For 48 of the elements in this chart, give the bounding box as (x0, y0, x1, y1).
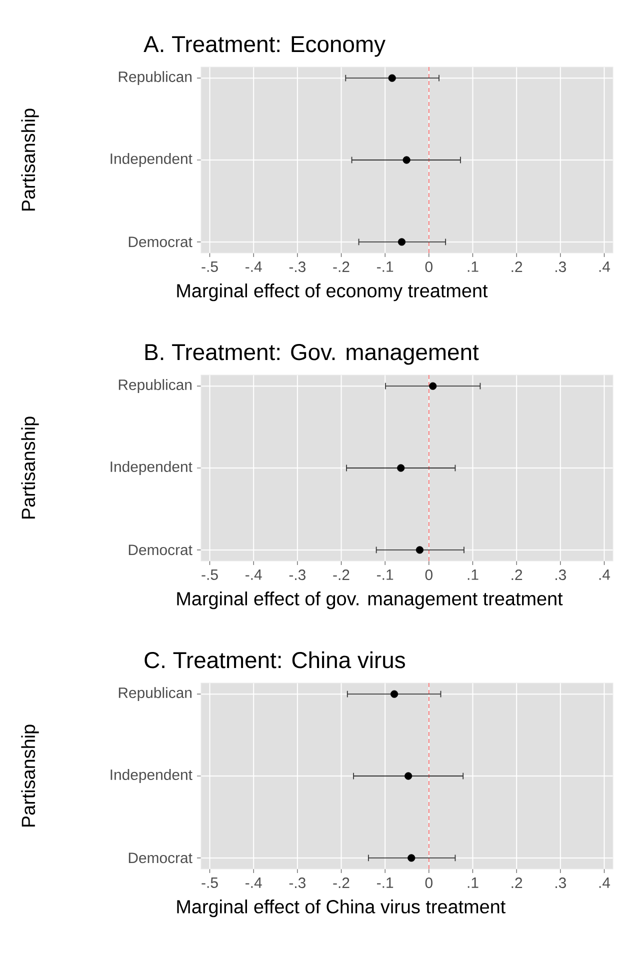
x-tick-label: -.5 (202, 570, 218, 580)
x-tick-label: -.1 (377, 878, 394, 888)
x-tick-label: -.4 (246, 570, 262, 580)
x-tick-label: -.4 (246, 878, 262, 888)
y-tick-label: Republican (118, 71, 192, 86)
x-tick-label: -.2 (333, 262, 350, 272)
x-tick-label: -.5 (202, 262, 218, 272)
x-tick-label: -.4 (246, 262, 262, 272)
x-tick-label: .1 (468, 262, 478, 272)
x-tick-label: .1 (468, 878, 478, 888)
x-tick-label: .3 (556, 570, 566, 580)
y-axis-title: Partisanship (21, 108, 39, 211)
x-tick-label: 0 (425, 570, 432, 580)
x-tick-label: .2 (512, 570, 522, 580)
x-tick-label: -.3 (289, 878, 306, 888)
x-tick-label: -.3 (289, 262, 306, 272)
y-tick-label: Democrat (128, 236, 192, 248)
x-tick-label: -.2 (333, 570, 350, 580)
y-tick-label: Democrat (128, 544, 192, 556)
x-tick-label: -.1 (377, 570, 394, 580)
y-tick-label: Independent (110, 153, 192, 167)
y-tick-label: Independent (110, 461, 192, 475)
x-tick-label: .4 (599, 262, 610, 272)
x-tick-label: -.3 (289, 570, 306, 580)
y-axis-title: Partisanship (21, 416, 39, 519)
y-tick-label: Republican (118, 379, 192, 394)
y-tick-label: Independent (110, 769, 192, 783)
x-tick-label: 0 (425, 878, 432, 888)
chart-title: C. Treatment: China virus (144, 651, 405, 668)
x-tick-label: .2 (512, 262, 522, 272)
y-axis-title: Partisanship (21, 724, 39, 827)
x-tick-label: -.1 (377, 262, 394, 272)
x-axis-title: Marginal effect of gov. management treatment (177, 592, 563, 610)
chart-title: A. Treatment: Economy (144, 36, 386, 57)
x-tick-label: 0 (425, 262, 432, 272)
x-tick-label: .3 (556, 262, 566, 272)
y-tick-label: Democrat (128, 852, 192, 864)
chart-title: B. Treatment: Gov. management (145, 344, 479, 365)
x-axis-title: Marginal effect of China virus treatment (177, 900, 506, 918)
x-tick-label: .2 (512, 878, 522, 888)
y-tick-label: Republican (118, 687, 192, 702)
x-tick-label: .4 (599, 570, 610, 580)
x-tick-label: .4 (599, 878, 610, 888)
x-tick-label: .1 (468, 570, 478, 580)
x-tick-label: .3 (556, 878, 566, 888)
x-tick-label: -.2 (333, 878, 350, 888)
x-tick-label: -.5 (202, 878, 218, 888)
x-axis-title: Marginal effect of economy treatment (177, 284, 488, 302)
